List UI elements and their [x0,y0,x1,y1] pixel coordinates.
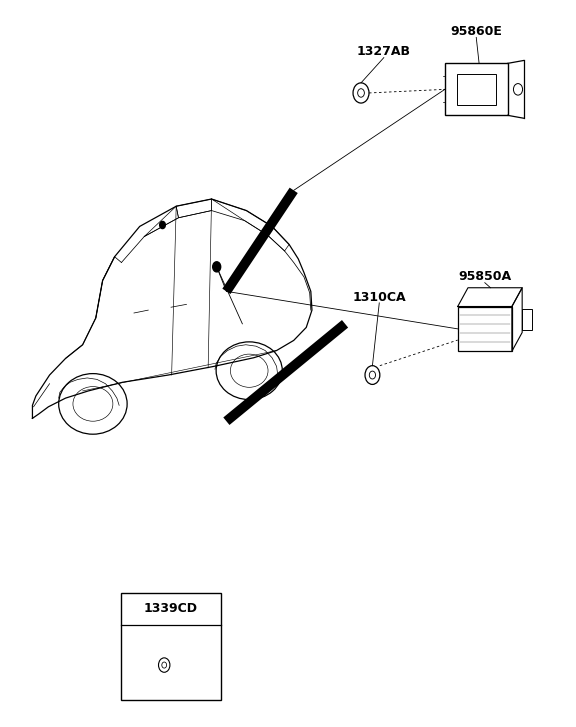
Text: 1339CD: 1339CD [144,603,198,616]
Bar [445,63,507,116]
Text: 1310CA: 1310CA [353,291,406,304]
Text: 95860E: 95860E [450,25,502,38]
Bar [458,307,512,351]
Bar [457,73,496,105]
Circle shape [160,222,165,228]
Bar [522,310,532,329]
Bar [121,593,221,699]
Text: 1327AB: 1327AB [357,45,411,58]
Text: 95850A: 95850A [458,270,511,284]
Circle shape [213,262,221,272]
